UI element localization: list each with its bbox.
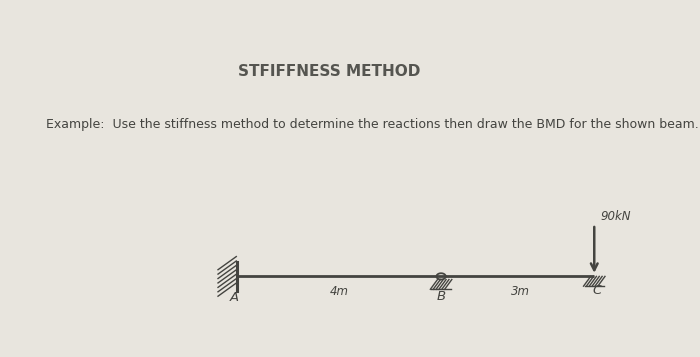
- Text: Example:  Use the stiffness method to determine the reactions then draw the BMD : Example: Use the stiffness method to det…: [46, 118, 699, 131]
- Text: A: A: [230, 292, 239, 305]
- Text: C: C: [592, 284, 601, 297]
- Text: B: B: [437, 290, 446, 303]
- Text: 90kN: 90kN: [601, 210, 631, 223]
- Text: 3m: 3m: [511, 285, 530, 297]
- Text: 4m: 4m: [330, 285, 349, 297]
- Text: STFIFFNESS METHOD: STFIFFNESS METHOD: [238, 64, 420, 79]
